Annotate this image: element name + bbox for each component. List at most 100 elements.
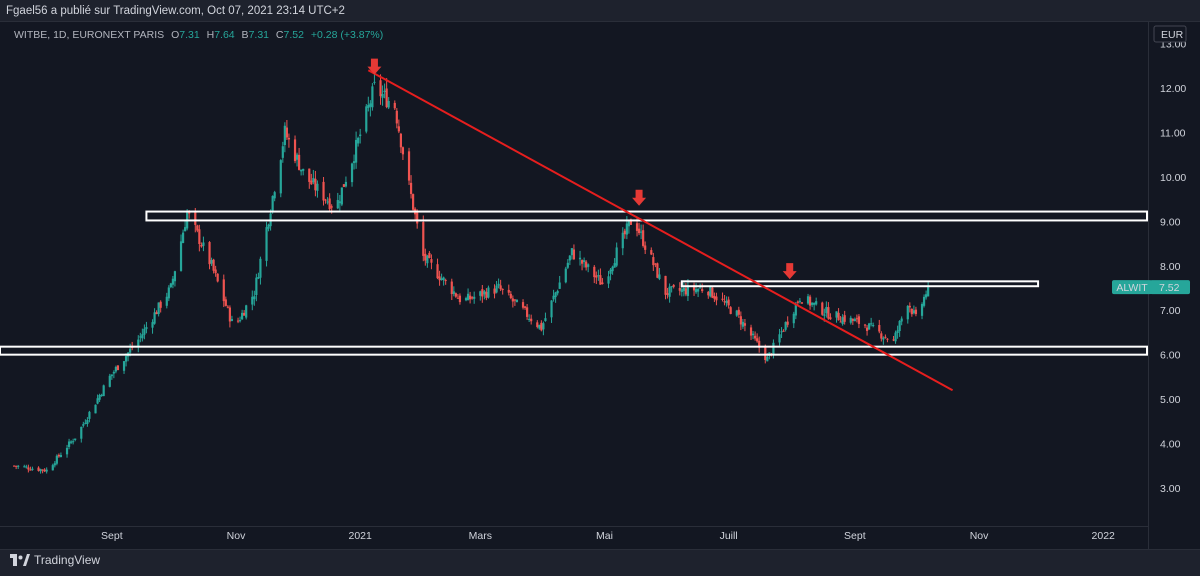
candle	[711, 285, 714, 299]
candle	[615, 242, 618, 268]
candle	[829, 313, 832, 320]
candle	[259, 256, 262, 285]
candle	[387, 97, 390, 110]
candle	[214, 265, 217, 277]
candle-body	[194, 210, 197, 225]
candle-body	[666, 293, 669, 295]
candle-body	[122, 361, 126, 371]
candle	[709, 285, 712, 298]
candle	[497, 278, 500, 289]
candle	[882, 336, 885, 345]
candle-body	[568, 255, 571, 261]
candle	[495, 280, 498, 294]
candle-body	[754, 335, 757, 339]
tradingview-brand[interactable]: TradingView	[10, 553, 100, 567]
candle-body	[471, 297, 474, 299]
candle-body	[656, 263, 659, 278]
candle-body	[587, 264, 590, 267]
candle-body	[735, 310, 738, 316]
candle-body	[359, 134, 362, 137]
candle-body	[882, 337, 885, 340]
candle	[450, 278, 453, 301]
candle	[855, 314, 858, 323]
candle-body	[416, 212, 419, 224]
candle	[336, 192, 339, 210]
candle-body	[98, 394, 101, 400]
candle-body	[611, 266, 614, 272]
candle-body	[886, 338, 889, 340]
candle	[86, 417, 89, 427]
candle-body	[458, 295, 462, 303]
candle	[627, 220, 630, 234]
candle	[485, 288, 488, 301]
candle	[566, 259, 569, 270]
candle	[145, 321, 148, 334]
candle-body	[699, 287, 702, 289]
candle	[165, 292, 168, 309]
candle	[27, 464, 30, 473]
candle-body	[326, 201, 329, 203]
candle	[72, 438, 75, 445]
candle-body	[495, 285, 498, 293]
candle	[613, 258, 616, 268]
candle-body	[758, 340, 761, 348]
candle-body	[536, 322, 539, 327]
candle	[82, 421, 85, 428]
y-tick-label: 9.00	[1160, 216, 1181, 228]
candle-body	[96, 398, 99, 404]
candle-body	[350, 163, 354, 183]
candle-body	[212, 259, 215, 271]
candle-body	[84, 422, 87, 424]
candle	[821, 301, 824, 316]
candle-body	[798, 300, 801, 302]
candle-body	[143, 328, 146, 335]
candle-body	[222, 279, 225, 302]
candle-body	[316, 183, 319, 191]
price-axis-ticks: 3.00 4.00 5.00 6.00 7.00 8.00 9.00 10.00 11.00 12…	[1160, 39, 1186, 495]
candle-body	[694, 289, 698, 293]
candle-body	[756, 338, 759, 342]
candle	[523, 305, 527, 310]
candle	[399, 132, 402, 153]
close-value: 7.52	[283, 29, 304, 41]
candle	[670, 286, 673, 293]
candle	[65, 444, 69, 458]
candle-body	[43, 469, 46, 472]
candle-body	[310, 180, 313, 185]
candle	[59, 452, 63, 458]
candle	[181, 229, 185, 244]
price-chart[interactable]: 3.00 4.00 5.00 6.00 7.00 8.00 9.00 10.00 11.00 12…	[0, 22, 1200, 549]
candle	[243, 310, 246, 316]
candle	[293, 135, 297, 164]
candle	[597, 269, 600, 281]
candle-body	[385, 88, 388, 108]
x-tick-label: Nov	[970, 530, 989, 542]
candle-body	[293, 139, 297, 162]
candle	[528, 314, 531, 323]
candle-body	[635, 223, 639, 231]
candle	[839, 316, 842, 323]
candle-body	[198, 229, 201, 245]
candle	[694, 283, 698, 294]
candle-body	[381, 93, 384, 98]
candle	[780, 327, 783, 339]
candle	[912, 305, 915, 315]
candle	[137, 335, 140, 353]
candle-body	[308, 168, 311, 182]
candle	[116, 365, 120, 371]
candle-body	[100, 394, 103, 396]
candle	[102, 384, 105, 397]
candle-body	[283, 125, 286, 145]
candle-body	[806, 296, 810, 304]
candle	[210, 257, 213, 266]
candle	[542, 321, 545, 336]
candle-body	[245, 305, 248, 318]
candle	[45, 467, 48, 474]
candle-body	[59, 455, 63, 458]
candle	[238, 316, 242, 323]
candle	[609, 267, 612, 281]
y-tick-label: 6.00	[1160, 350, 1181, 362]
candle	[422, 215, 425, 262]
candle	[338, 194, 341, 211]
candle	[715, 292, 718, 306]
